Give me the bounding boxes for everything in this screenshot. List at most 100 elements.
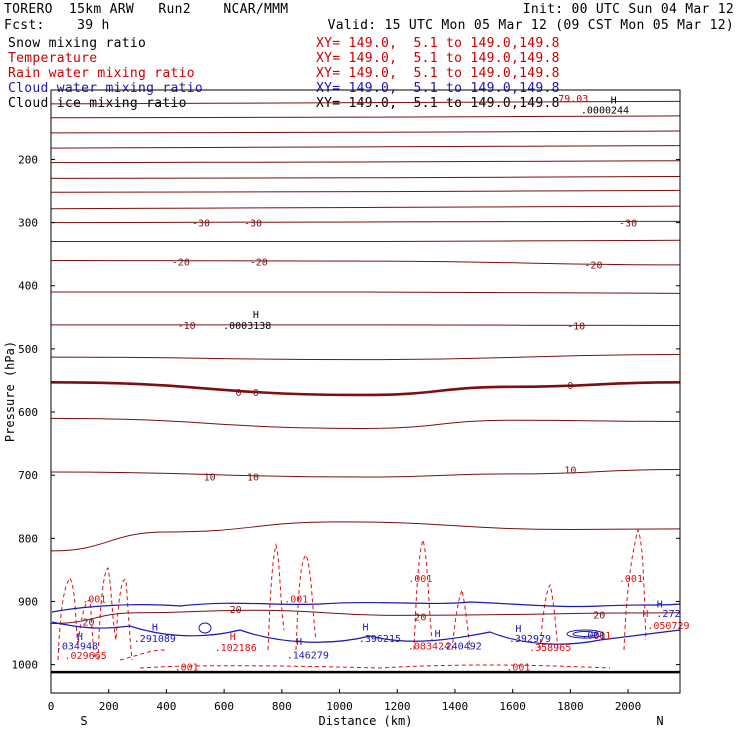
contour-label: 0 <box>253 388 259 399</box>
contour-label: 20 <box>230 605 242 616</box>
x-tick-label: 2000 <box>615 700 642 713</box>
contour-label: .0000244 <box>581 106 629 117</box>
header-line2-right: Valid: 15 UTC Mon 05 Mar 12 (09 CST Mon … <box>327 18 734 33</box>
contour-label: -30 <box>244 219 262 230</box>
contour-label: H <box>611 95 617 106</box>
contour-label: -10 <box>178 321 196 332</box>
x-tick-label: 1000 <box>326 700 353 713</box>
contour-label: .001 <box>581 630 605 641</box>
isotherm-line <box>50 417 681 429</box>
field-name-temperature: Temperature <box>8 51 98 66</box>
rain-mixing-contours <box>57 528 647 669</box>
contour-label: .272 <box>656 609 680 620</box>
axes: 0 200 400 600 800 1000 1200 1400 1600 1800 2000200… <box>3 89 681 728</box>
cloud-water-cell <box>198 622 212 634</box>
isotherm-line <box>50 160 681 164</box>
contour-label: .001 <box>619 574 643 585</box>
x-tick-label: 1600 <box>499 700 526 713</box>
contour-label: 0 <box>236 388 242 399</box>
isotherm-line <box>50 145 681 149</box>
isotherm-line <box>50 189 681 193</box>
contour-label: .001 <box>587 631 611 642</box>
isotherm-line <box>50 220 681 224</box>
contour-label: .083424 <box>408 642 450 653</box>
field-xy-rain: XY= 149.0, 5.1 to 149.0,149.8 <box>316 66 560 81</box>
y-tick-label: 900 <box>18 595 38 608</box>
contour-label: -30 <box>192 219 210 230</box>
contour-label: -20 <box>250 258 268 269</box>
south-label: S <box>80 714 87 728</box>
contour-label: .034948 <box>56 642 98 653</box>
isotherm-line <box>50 354 681 361</box>
rain-contour <box>119 649 166 661</box>
contour-label: H <box>152 623 158 634</box>
contour-label: .0003138 <box>223 321 271 332</box>
contour-label: .358965 <box>529 643 571 654</box>
y-tick-label: 600 <box>18 406 38 419</box>
field-xy-cloud-ice: XY= 149.0, 5.1 to 149.0,149.8 <box>316 96 560 111</box>
rain-contour <box>539 583 559 651</box>
contour-label: H <box>642 609 648 620</box>
y-tick-label: 1000 <box>12 659 39 672</box>
contour-label: 10 <box>204 472 216 483</box>
contour-label: .050729 <box>647 621 689 632</box>
contour-label: .240492 <box>440 642 482 653</box>
header-line1-right: Init: 00 UTC Sun 04 Mar 12 <box>522 2 734 17</box>
cloud-water-cell <box>572 631 598 637</box>
x-tick-label: 1200 <box>384 700 411 713</box>
cloud-water-contour <box>51 621 681 645</box>
contour-label: -20 <box>584 260 602 271</box>
contour-label: H <box>362 623 368 634</box>
isotherm-line <box>50 176 681 179</box>
x-tick-label: 0 <box>48 700 55 713</box>
contour-label: H <box>435 629 441 640</box>
rain-contour <box>623 528 647 651</box>
contour-label: .102186 <box>215 643 257 654</box>
contour-label: .392979 <box>509 634 551 645</box>
contour-label: .146279 <box>287 650 329 661</box>
contour-label: 79.03 <box>558 94 588 105</box>
contour-label: .291089 <box>134 634 176 645</box>
contour-label: H <box>657 599 663 610</box>
contour-label: .001 <box>82 594 106 605</box>
isotherm-line <box>51 324 681 327</box>
isotherm-line <box>50 115 681 119</box>
contour-label: .001 <box>284 594 308 605</box>
contour-label: H <box>230 632 236 643</box>
isotherm-line <box>50 609 681 625</box>
y-tick-label: 300 <box>18 217 38 230</box>
contour-label: H <box>296 637 302 648</box>
rain-contour <box>57 577 96 661</box>
rain-contour <box>139 664 611 669</box>
x-tick-label: 600 <box>214 700 234 713</box>
field-name-snow: Snow mixing ratio <box>8 36 147 51</box>
field-name-cloud-water: Cloud water mixing ratio <box>8 81 204 96</box>
x-tick-label: 800 <box>272 700 292 713</box>
y-tick-label: 400 <box>18 280 38 293</box>
isotherm-line <box>50 468 681 478</box>
isotherm-line <box>50 130 681 134</box>
contour-label: .029665 <box>65 651 107 662</box>
rain-contour <box>413 538 433 651</box>
contour-label: .001 <box>506 662 530 673</box>
contour-label: .001 <box>175 662 199 673</box>
field-xy-cloud-water: XY= 149.0, 5.1 to 149.0,149.8 <box>316 81 560 96</box>
y-tick-label: 200 <box>18 153 38 166</box>
rain-contour <box>451 588 471 651</box>
y-tick-label: 700 <box>18 469 38 482</box>
temperature-isotherms <box>50 100 681 625</box>
x-tick-label: 1800 <box>557 700 584 713</box>
cloud-water-contour <box>51 601 681 613</box>
contour-label: H <box>515 624 521 635</box>
x-tick-label: 400 <box>156 700 176 713</box>
isotherm-line <box>50 259 681 266</box>
header-line1-left: TORERO 15km ARW Run2 NCAR/MMM <box>4 2 289 17</box>
cloud-water-cell <box>566 629 604 639</box>
north-label: N <box>656 714 663 728</box>
y-tick-label: 500 <box>18 343 38 356</box>
field-name-rain: Rain water mixing ratio <box>8 66 195 81</box>
rain-contour <box>267 543 285 651</box>
contour-label: -30 <box>619 219 637 230</box>
contour-label: 20 <box>414 613 426 624</box>
